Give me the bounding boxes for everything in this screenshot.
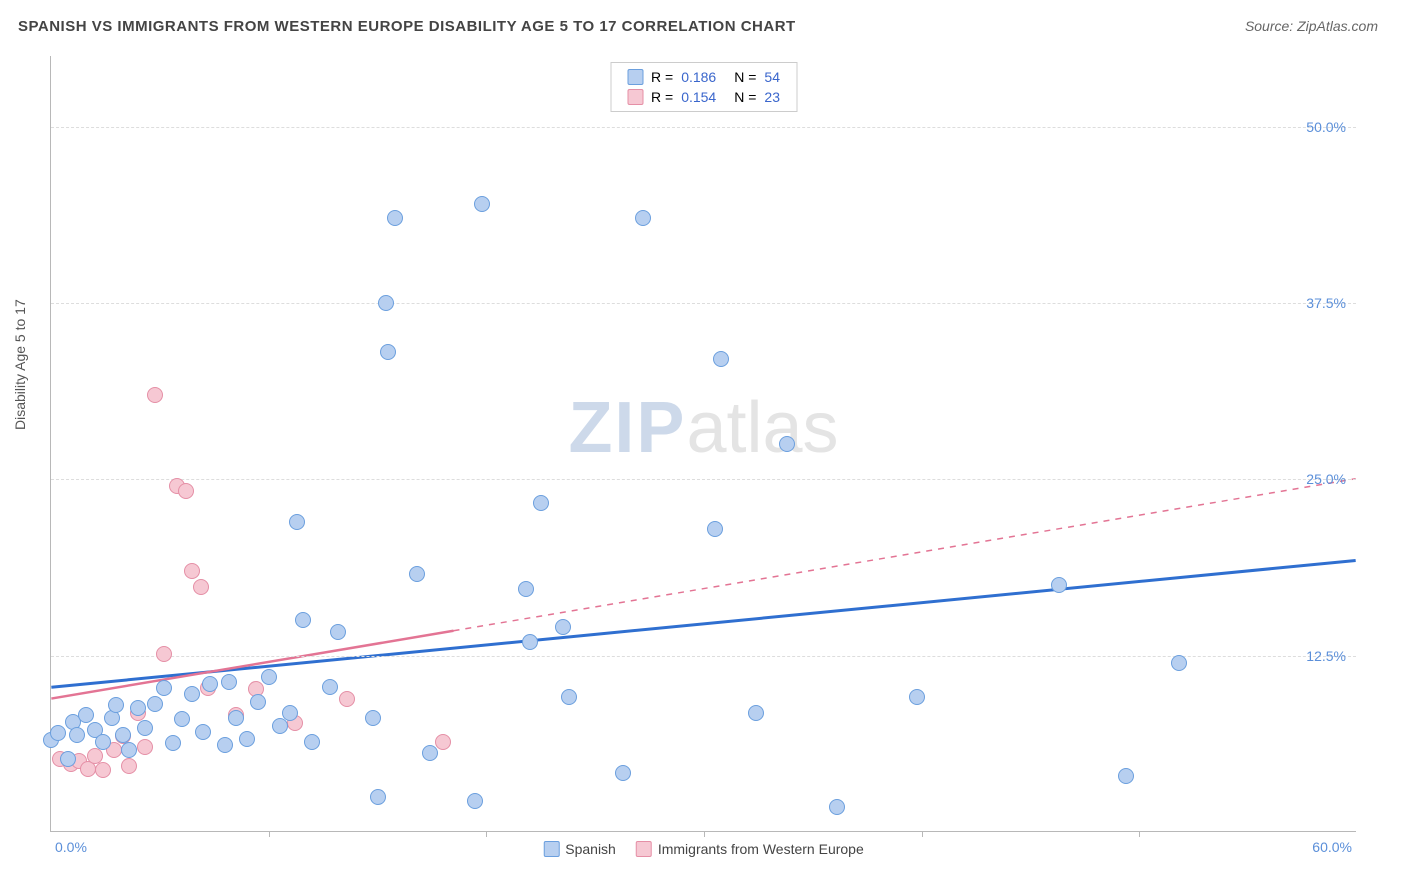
data-point [78,707,94,723]
data-point [261,669,277,685]
data-point [130,700,146,716]
data-point [748,705,764,721]
data-point [174,711,190,727]
legend-row-immigrants: R = 0.154 N = 23 [627,87,780,107]
data-point [422,745,438,761]
data-point [339,691,355,707]
watermark: ZIPatlas [568,387,838,469]
series-legend: Spanish Immigrants from Western Europe [543,841,864,857]
chart-source: Source: ZipAtlas.com [1245,18,1378,34]
data-point [95,734,111,750]
data-point [387,210,403,226]
data-point [195,724,211,740]
data-point [1051,577,1067,593]
legend-row-spanish: R = 0.186 N = 54 [627,67,780,87]
legend-swatch-immigrants [627,89,643,105]
gridline [51,303,1356,304]
data-point [779,436,795,452]
data-point [69,727,85,743]
data-point [409,566,425,582]
data-point [295,612,311,628]
data-point [829,799,845,815]
chart-title: SPANISH VS IMMIGRANTS FROM WESTERN EUROP… [18,18,796,35]
y-tick-label: 12.5% [1306,648,1346,664]
x-tick [486,831,487,837]
y-tick-label: 37.5% [1306,295,1346,311]
data-point [522,634,538,650]
gridline [51,479,1356,480]
data-point [330,624,346,640]
x-tick [704,831,705,837]
data-point [533,495,549,511]
data-point [147,696,163,712]
chart-header: SPANISH VS IMMIGRANTS FROM WESTERN EUROP… [0,0,1406,35]
data-point [239,731,255,747]
y-axis-label: Disability Age 5 to 17 [12,299,28,430]
data-point [121,758,137,774]
legend-swatch-icon [636,841,652,857]
y-tick-label: 25.0% [1306,471,1346,487]
data-point [707,521,723,537]
correlation-legend: R = 0.186 N = 54 R = 0.154 N = 23 [610,62,797,112]
x-tick [1139,831,1140,837]
data-point [165,735,181,751]
data-point [555,619,571,635]
data-point [217,737,233,753]
data-point [713,351,729,367]
data-point [518,581,534,597]
data-point [137,739,153,755]
x-tick [922,831,923,837]
x-axis-min-label: 0.0% [55,839,87,855]
data-point [156,646,172,662]
data-point [380,344,396,360]
y-tick-label: 50.0% [1306,119,1346,135]
data-point [282,705,298,721]
legend-item-immigrants: Immigrants from Western Europe [636,841,864,857]
data-point [365,710,381,726]
data-point [108,697,124,713]
data-point [184,563,200,579]
gridline [51,127,1356,128]
data-point [635,210,651,226]
gridline [51,656,1356,657]
data-point [615,765,631,781]
data-point [202,676,218,692]
data-point [137,720,153,736]
data-point [370,789,386,805]
data-point [435,734,451,750]
data-point [250,694,266,710]
data-point [60,751,76,767]
data-point [115,727,131,743]
data-point [304,734,320,750]
data-point [322,679,338,695]
data-point [1118,768,1134,784]
data-point [95,762,111,778]
legend-swatch-icon [543,841,559,857]
x-tick [269,831,270,837]
data-point [467,793,483,809]
data-point [289,514,305,530]
data-point [221,674,237,690]
data-point [474,196,490,212]
legend-item-spanish: Spanish [543,841,616,857]
data-point [228,710,244,726]
data-point [121,742,137,758]
data-point [193,579,209,595]
legend-swatch-spanish [627,69,643,85]
data-point [147,387,163,403]
data-point [184,686,200,702]
x-axis-max-label: 60.0% [1312,839,1352,855]
data-point [272,718,288,734]
data-point [378,295,394,311]
data-point [561,689,577,705]
data-point [1171,655,1187,671]
data-point [50,725,66,741]
data-point [909,689,925,705]
data-point [156,680,172,696]
trend-lines [51,56,1356,831]
data-point [178,483,194,499]
scatter-chart: ZIPatlas R = 0.186 N = 54 R = 0.154 N = … [50,56,1356,832]
